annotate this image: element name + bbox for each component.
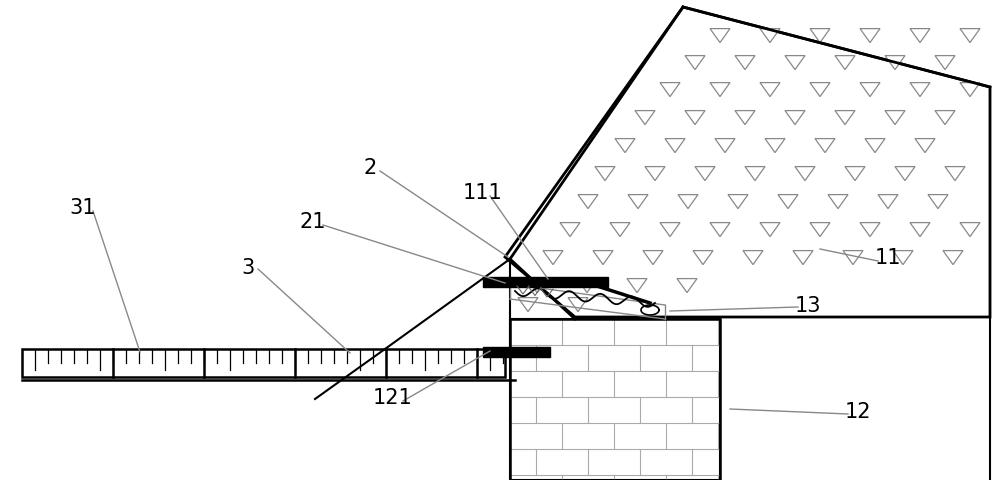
Polygon shape	[518, 298, 538, 312]
Polygon shape	[695, 167, 715, 181]
Polygon shape	[685, 57, 705, 71]
Polygon shape	[865, 139, 885, 153]
Polygon shape	[895, 167, 915, 181]
Polygon shape	[835, 111, 855, 125]
Polygon shape	[910, 223, 930, 237]
Polygon shape	[660, 223, 680, 237]
Polygon shape	[735, 111, 755, 125]
Polygon shape	[645, 167, 665, 181]
Polygon shape	[660, 84, 680, 97]
Polygon shape	[878, 195, 898, 209]
Polygon shape	[785, 111, 805, 125]
Polygon shape	[628, 195, 648, 209]
Polygon shape	[843, 251, 863, 265]
Polygon shape	[685, 111, 705, 125]
Polygon shape	[577, 279, 597, 293]
Polygon shape	[627, 279, 647, 293]
Polygon shape	[910, 30, 930, 44]
Polygon shape	[810, 223, 830, 237]
Polygon shape	[593, 251, 613, 265]
Polygon shape	[835, 57, 855, 71]
Polygon shape	[793, 251, 813, 265]
Polygon shape	[943, 251, 963, 265]
Polygon shape	[910, 84, 930, 97]
Polygon shape	[643, 251, 663, 265]
Polygon shape	[860, 84, 880, 97]
Polygon shape	[928, 195, 948, 209]
Text: 12: 12	[845, 401, 871, 421]
Polygon shape	[960, 30, 980, 44]
Polygon shape	[915, 139, 935, 153]
Polygon shape	[885, 111, 905, 125]
Polygon shape	[760, 30, 780, 44]
Polygon shape	[505, 8, 990, 317]
Polygon shape	[760, 223, 780, 237]
Bar	[483, 347, 550, 357]
Polygon shape	[710, 223, 730, 237]
Polygon shape	[543, 251, 563, 265]
Polygon shape	[745, 167, 765, 181]
Bar	[510, 319, 720, 480]
Polygon shape	[595, 167, 615, 181]
Polygon shape	[785, 57, 805, 71]
Polygon shape	[815, 139, 835, 153]
Polygon shape	[760, 84, 780, 97]
Polygon shape	[828, 195, 848, 209]
Text: 3: 3	[241, 257, 255, 277]
Polygon shape	[810, 84, 830, 97]
Polygon shape	[945, 167, 965, 181]
Polygon shape	[715, 139, 735, 153]
Polygon shape	[610, 223, 630, 237]
Text: 11: 11	[875, 248, 901, 267]
Polygon shape	[885, 57, 905, 71]
Polygon shape	[728, 195, 748, 209]
Polygon shape	[765, 139, 785, 153]
Polygon shape	[778, 195, 798, 209]
Text: 31: 31	[70, 198, 96, 217]
Polygon shape	[527, 279, 547, 293]
Polygon shape	[735, 57, 755, 71]
Polygon shape	[810, 30, 830, 44]
Bar	[22, 349, 505, 377]
Text: 21: 21	[300, 212, 326, 231]
Polygon shape	[665, 139, 685, 153]
Bar	[510, 319, 720, 480]
Polygon shape	[795, 167, 815, 181]
Text: 111: 111	[463, 182, 503, 203]
Polygon shape	[578, 195, 598, 209]
Polygon shape	[710, 30, 730, 44]
Polygon shape	[893, 251, 913, 265]
Polygon shape	[710, 84, 730, 97]
Polygon shape	[860, 223, 880, 237]
Polygon shape	[693, 251, 713, 265]
Polygon shape	[860, 30, 880, 44]
Text: 2: 2	[363, 157, 377, 178]
Polygon shape	[635, 111, 655, 125]
Polygon shape	[960, 84, 980, 97]
Polygon shape	[615, 139, 635, 153]
Polygon shape	[935, 111, 955, 125]
Polygon shape	[845, 167, 865, 181]
Text: 13: 13	[795, 295, 821, 315]
Bar	[483, 277, 608, 288]
Polygon shape	[935, 57, 955, 71]
Polygon shape	[568, 298, 588, 312]
Polygon shape	[960, 223, 980, 237]
Polygon shape	[678, 195, 698, 209]
Polygon shape	[743, 251, 763, 265]
Text: 121: 121	[373, 387, 413, 407]
Polygon shape	[560, 223, 580, 237]
Polygon shape	[677, 279, 697, 293]
